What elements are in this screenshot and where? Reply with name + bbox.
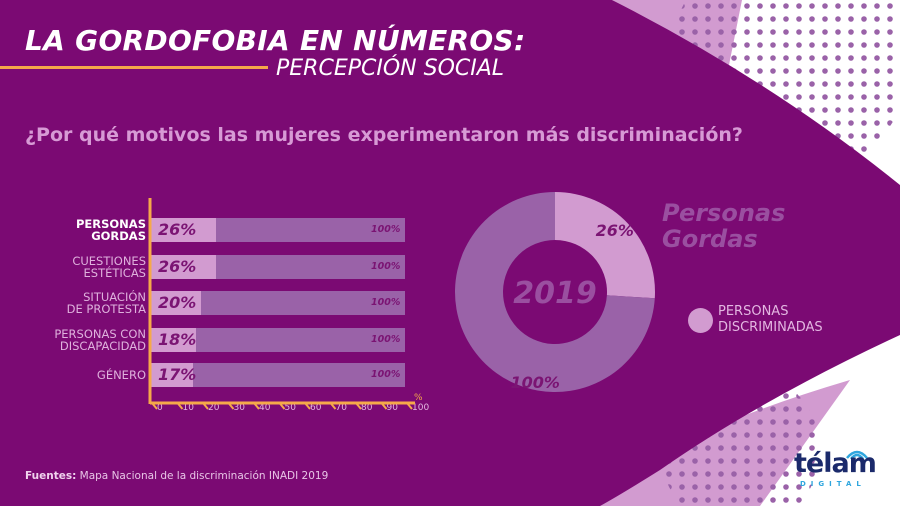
donut-slice-label: 26% (596, 221, 634, 240)
bar-value (150, 363, 194, 387)
x-tick (278, 402, 286, 410)
bar-category-label: CUESTIONES ESTÉTICAS (72, 255, 146, 279)
x-tick-label: 40 (259, 403, 271, 413)
category-line2: DISCAPACIDAD (59, 339, 146, 353)
legend-line1: PERSONAS (718, 304, 789, 319)
bar-category-label: GÉNERO (97, 369, 146, 381)
watermark-line1: Personas (662, 199, 786, 227)
legend-swatch (688, 308, 713, 333)
x-tick-label: 60 (310, 403, 322, 413)
source-label: Fuentes: (25, 470, 77, 482)
bar-value-label: 26% (158, 220, 197, 239)
source-footer: Fuentes: Mapa Nacional de la discriminac… (25, 470, 328, 482)
x-tick-label: 50 (284, 403, 296, 413)
legend-line2: DISCRIMINADAS (718, 320, 823, 335)
x-tick (355, 402, 362, 410)
bar-total-label: 100% (371, 261, 401, 272)
x-tick (151, 402, 158, 410)
bar-category-label: PERSONAS CON DISCAPACIDAD (54, 328, 146, 352)
x-tick-label: 90 (386, 403, 398, 413)
source-text: Mapa Nacional de la discriminación INADI… (76, 470, 329, 482)
donut-center-label: 2019 (513, 276, 597, 311)
category-line1: SITUACIÓN (83, 290, 146, 304)
bar-category-label: PERSONAS GORDAS (76, 218, 146, 242)
bar-total-label: 100% (371, 224, 401, 235)
x-unit-label: % (414, 393, 423, 403)
x-tick (176, 402, 184, 410)
logo-text: télam (794, 448, 877, 479)
watermark-line2: Gordas (662, 225, 758, 253)
x-tick-label: 30 (233, 403, 245, 413)
bar-value (150, 218, 217, 242)
bar-total-label: 100% (371, 297, 401, 308)
legend-label: PERSONAS DISCRIMINADAS (718, 304, 823, 336)
category-line2: DE PROTESTA (66, 302, 146, 316)
bar-value (150, 328, 196, 352)
x-tick (253, 402, 260, 410)
x-tick-label: 100 (412, 403, 430, 413)
x-tick-label: 80 (361, 403, 373, 413)
x-tick-label: 10 (182, 403, 194, 413)
bar-value (150, 255, 217, 279)
bar-value-label: 17% (158, 365, 197, 384)
x-tick (406, 402, 413, 410)
x-tick (380, 402, 388, 410)
category-line1: GÉNERO (96, 368, 146, 382)
category-line1: PERSONAS CON (54, 327, 146, 341)
bar-total-label: 100% (371, 369, 401, 380)
bar-category-label: SITUACIÓN DE PROTESTA (67, 291, 146, 315)
x-tick (304, 402, 311, 410)
title-underline (0, 66, 268, 69)
x-tick (202, 402, 209, 410)
donut-slice-label: 100% (511, 373, 560, 392)
bar-value-label: 18% (158, 330, 197, 349)
category-line1: CUESTIONES (72, 254, 146, 268)
category-line2: ESTÉTICAS (83, 266, 146, 280)
bar-value-label: 26% (158, 257, 197, 276)
x-tick-label: 0 (157, 403, 163, 413)
x-tick-label: 70 (335, 403, 347, 413)
donut-slice (555, 192, 655, 299)
page-title: LA GORDOFOBIA EN NÚMEROS: (25, 24, 526, 57)
chart-question: ¿Por qué motivos las mujeres experimenta… (25, 124, 743, 146)
donut-slice (455, 192, 655, 393)
bar-value-label: 20% (158, 293, 197, 312)
category-line1: PERSONAS (75, 217, 146, 231)
donut-watermark: Personas Gordas (662, 200, 785, 252)
x-tick-label: 20 (208, 403, 220, 413)
bar-value (150, 291, 201, 315)
signal-icon (846, 450, 868, 460)
logo-subtext: DIGITAL (800, 480, 866, 488)
x-tick (227, 402, 235, 410)
page-subtitle: PERCEPCIÓN SOCIAL (276, 56, 505, 81)
telam-logo: télam DIGITAL (792, 444, 882, 494)
x-tick (329, 402, 337, 410)
category-line2: GORDAS (91, 229, 146, 243)
bar-total-label: 100% (371, 334, 401, 345)
